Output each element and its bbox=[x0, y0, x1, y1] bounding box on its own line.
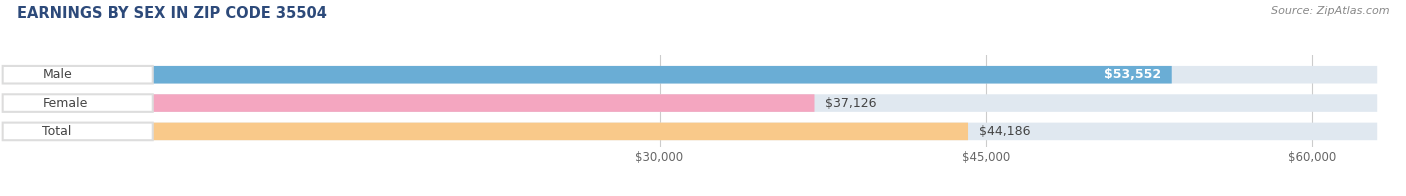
FancyBboxPatch shape bbox=[7, 123, 1378, 140]
FancyBboxPatch shape bbox=[7, 123, 969, 140]
FancyBboxPatch shape bbox=[3, 123, 153, 140]
Text: $37,126: $37,126 bbox=[825, 97, 877, 110]
Text: Source: ZipAtlas.com: Source: ZipAtlas.com bbox=[1271, 6, 1389, 16]
Text: $44,186: $44,186 bbox=[979, 125, 1031, 138]
Text: EARNINGS BY SEX IN ZIP CODE 35504: EARNINGS BY SEX IN ZIP CODE 35504 bbox=[17, 6, 326, 21]
FancyBboxPatch shape bbox=[7, 66, 1171, 83]
FancyBboxPatch shape bbox=[3, 94, 153, 112]
FancyBboxPatch shape bbox=[3, 66, 153, 83]
FancyBboxPatch shape bbox=[7, 66, 1378, 83]
Text: $53,552: $53,552 bbox=[1104, 68, 1161, 81]
Text: Female: Female bbox=[42, 97, 87, 110]
Text: Total: Total bbox=[42, 125, 72, 138]
Text: Male: Male bbox=[42, 68, 72, 81]
FancyBboxPatch shape bbox=[7, 94, 1378, 112]
FancyBboxPatch shape bbox=[7, 94, 814, 112]
